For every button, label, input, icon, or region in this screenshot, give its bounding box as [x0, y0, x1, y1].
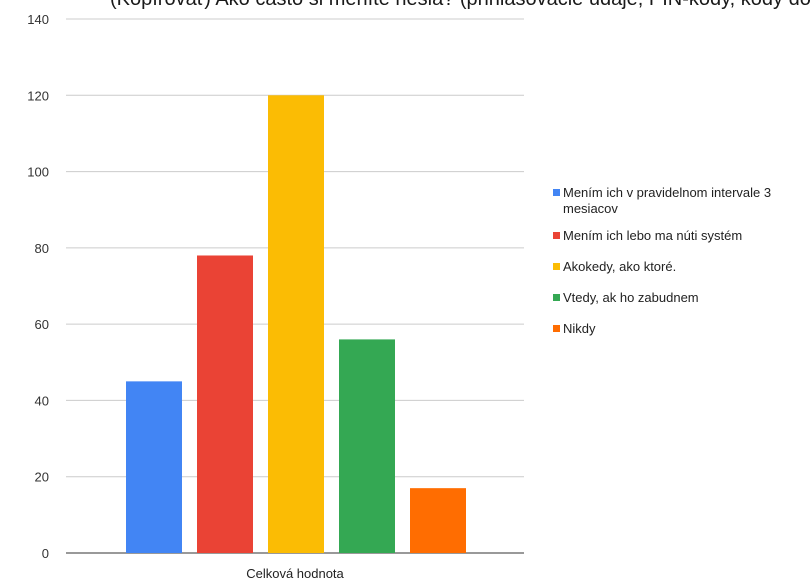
legend-item: Akokedy, ako ktoré. [553, 259, 812, 275]
y-tick-label: 100 [27, 165, 49, 180]
bars [126, 95, 466, 554]
legend-label: Vtedy, ak ho zabudnem [563, 290, 699, 305]
legend-label: Akokedy, ako ktoré. [563, 259, 677, 274]
bar [197, 255, 253, 553]
bar [410, 488, 466, 553]
legend-item: Vtedy, ak ho zabudnem [553, 290, 812, 306]
legend-item: Mením ich v pravidelnom intervale 3 mesi… [553, 185, 812, 217]
legend-label: Mením ich lebo ma núti systém [563, 228, 743, 243]
legend-swatch [553, 325, 560, 332]
y-axis-tick-labels: 0 20 40 60 80 100 120 140 [27, 12, 49, 561]
legend-swatch [553, 232, 560, 239]
y-tick-label: 120 [27, 88, 49, 103]
y-tick-label: 0 [42, 546, 49, 561]
y-tick-label: 140 [27, 12, 49, 27]
legend-swatch [553, 189, 560, 196]
legend-item: Mením ich lebo ma núti systém [553, 228, 812, 244]
legend-swatch [553, 263, 560, 270]
y-tick-label: 80 [35, 241, 49, 256]
x-axis-category-label: Celková hodnota [246, 566, 344, 581]
y-tick-label: 40 [35, 393, 49, 408]
y-tick-label: 20 [35, 470, 49, 485]
legend-label: Mením ich v pravidelnom intervale 3 mesi… [563, 185, 772, 216]
legend-swatch [553, 294, 560, 301]
bar [126, 381, 182, 553]
legend-item: Nikdy [553, 321, 812, 337]
legend-label: Nikdy [563, 321, 596, 336]
chart-title: (Kopírovať) Ako často si meníte heslá? (… [110, 0, 812, 10]
y-tick-label: 60 [35, 317, 49, 332]
bar [268, 95, 324, 554]
bar [339, 339, 395, 553]
chart-legend: Mením ich v pravidelnom intervale 3 mesi… [553, 185, 812, 352]
